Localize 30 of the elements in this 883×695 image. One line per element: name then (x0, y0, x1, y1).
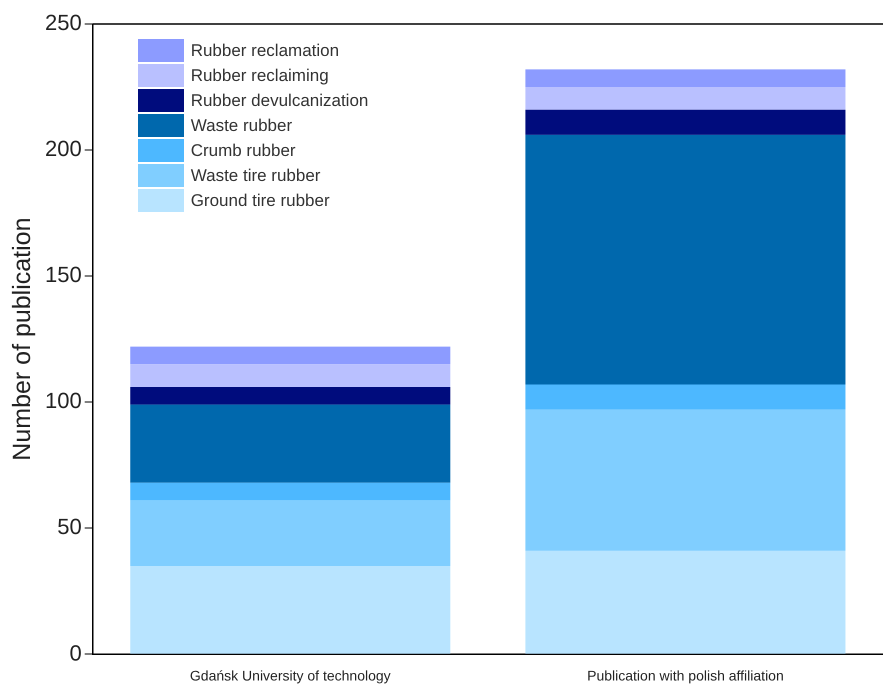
y-axis-title: Number of publication (8, 218, 36, 461)
bar (525, 87, 846, 110)
y-tick-label: 150 (44, 262, 82, 288)
bar (130, 364, 450, 387)
bar (525, 69, 846, 88)
y-tick-label: 0 (69, 640, 82, 666)
bar (130, 386, 450, 405)
bar (525, 110, 846, 135)
bar (525, 410, 846, 551)
bar (130, 404, 450, 483)
y-tick-label: 200 (44, 136, 82, 162)
x-tick-label: Publication with polish affiliation (587, 667, 784, 684)
y-tick-label: 100 (44, 388, 82, 414)
legend-label: Rubber reclaiming (190, 65, 329, 87)
legend-label: Ground tire rubber (190, 190, 330, 212)
bar (130, 346, 450, 364)
bar (525, 550, 846, 654)
y-tick-label: 50 (57, 514, 82, 540)
legend-label: Rubber reclamation (190, 40, 340, 62)
bar (130, 566, 450, 654)
bar (130, 500, 450, 566)
legend-label: Waste tire rubber (190, 165, 320, 187)
bar (525, 134, 846, 384)
legend-label: Waste rubber (190, 115, 292, 137)
y-tick-label: 250 (44, 10, 82, 36)
legend-label: Rubber devulcanization (190, 90, 368, 112)
bar (130, 482, 450, 500)
bar (525, 384, 846, 410)
x-tick-label: Gdańsk University of technology (190, 667, 391, 684)
legend-label: Crumb rubber (190, 140, 296, 162)
